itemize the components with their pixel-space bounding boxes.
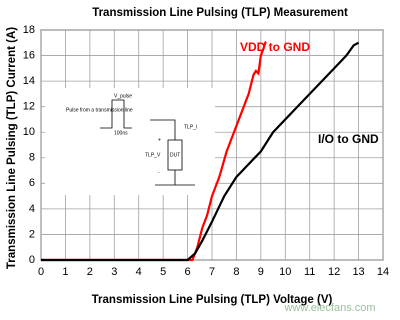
x-tick-label: 9: [258, 266, 264, 278]
y-tick-label: 8: [29, 152, 35, 164]
y-tick-label: 12: [23, 101, 35, 113]
series-label: VDD to GND: [240, 40, 310, 54]
y-tick-label: 6: [29, 177, 35, 189]
x-tick-label: 0: [38, 266, 44, 278]
inset-label: TLP_V: [145, 152, 161, 158]
x-tick-label: 3: [111, 266, 117, 278]
series-line: [41, 41, 267, 262]
y-tick-label: 14: [23, 75, 35, 87]
y-tick-label: 18: [23, 24, 35, 36]
x-tick-label: 8: [233, 266, 239, 278]
x-axis-title: Transmission Line Pulsing (TLP) Voltage …: [92, 294, 333, 306]
x-tick-label: 12: [328, 266, 340, 278]
chart-title: Transmission Line Pulsing (TLP) Measurem…: [92, 7, 348, 19]
series-label: I/O to GND: [318, 132, 379, 146]
y-tick-label: 0: [29, 254, 35, 266]
y-axis-title: Transmission Line Pulsing (TLP) Current …: [6, 27, 18, 269]
x-tick-label: 14: [377, 266, 389, 278]
x-tick-label: 1: [62, 266, 68, 278]
inset-label: TLP_I: [184, 124, 197, 130]
x-tick-label: 7: [209, 266, 215, 278]
watermark: www.elecfans.com: [283, 302, 375, 314]
x-tick-label: 4: [136, 266, 142, 278]
circuit-wire: [150, 119, 195, 186]
x-tick-label: 10: [279, 266, 291, 278]
x-tick-label: 2: [87, 266, 93, 278]
inset-label: V_pulse: [114, 93, 132, 99]
x-tick-label: 11: [304, 266, 315, 278]
y-tick-label: 10: [23, 126, 35, 138]
dut-box: [167, 139, 183, 171]
inset-box: [45, 88, 215, 195]
inset-label: Pulse from a transmission line: [66, 107, 133, 113]
y-tick-label: 2: [29, 228, 35, 240]
inset-label: -: [158, 169, 160, 175]
pulse-shape: [100, 99, 132, 129]
x-tick-label: 6: [185, 266, 191, 278]
x-tick-label: 5: [160, 266, 166, 278]
inset-label: 100ns: [114, 130, 128, 136]
y-tick-label: 4: [29, 203, 35, 215]
series-line: [41, 41, 360, 262]
y-tick-label: 16: [23, 49, 35, 61]
inset-schematic: V_pulse Pulse from a transmission line 100…: [45, 88, 215, 195]
x-tick-label: 13: [352, 266, 364, 278]
inset-label: +: [158, 137, 161, 143]
inset-label: DUT: [170, 152, 180, 158]
